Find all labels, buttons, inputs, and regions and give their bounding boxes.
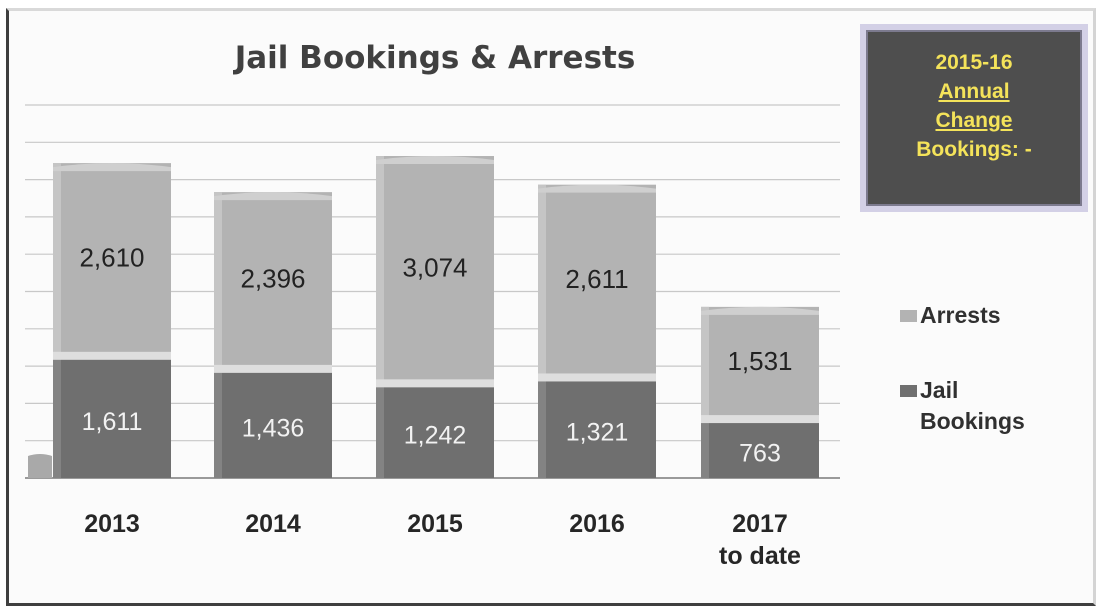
value-label-arrests-3: 2,611	[565, 264, 628, 294]
bar-arrests-edge-2	[376, 156, 384, 385]
legend-label-arrests: Arrests	[920, 300, 1001, 331]
bar-arrests-edge-3	[538, 185, 546, 380]
legend: Arrests Jail Bookings	[900, 300, 1090, 481]
annual-change-callout: 2015-16 Annual Change Bookings: -	[860, 24, 1088, 212]
bar-arrests-edge-1	[214, 192, 222, 371]
bar-arrests-edge-0	[53, 163, 61, 358]
bar-divider-3	[538, 373, 656, 381]
bar-jail-bookings-edge-0	[53, 358, 61, 478]
x-tick-label-2: 2015	[365, 508, 505, 540]
value-label-arrests-1: 2,396	[240, 264, 305, 294]
value-label-jail-bookings-4: 763	[739, 440, 781, 468]
value-label-jail-bookings-3: 1,321	[566, 419, 629, 447]
callout-change: Change	[935, 106, 1012, 135]
value-label-arrests-2: 3,074	[402, 253, 467, 283]
bar-divider-2	[376, 379, 494, 387]
value-label-jail-bookings-0: 1,611	[82, 408, 143, 436]
bar-divider-1	[214, 365, 332, 373]
callout-annual: Annual	[938, 77, 1009, 106]
bar-arrests-edge-4	[701, 307, 709, 421]
legend-item-arrests: Arrests	[900, 300, 1090, 331]
bar-jail-bookings-edge-2	[376, 385, 384, 478]
x-tick-label-3: 2016	[527, 508, 667, 540]
value-label-jail-bookings-1: 1,436	[242, 414, 305, 442]
legend-swatch-jail-bookings	[900, 385, 917, 397]
callout-box: 2015-16 Annual Change Bookings: -	[866, 30, 1082, 206]
x-tick-label-4: 2017 to date	[690, 508, 830, 572]
callout-bookings: Bookings: -	[916, 135, 1032, 164]
x-tick-label-1: 2014	[203, 508, 343, 540]
legend-label-jail-bookings: Jail Bookings	[920, 375, 1050, 437]
x-tick-label-0: 2013	[42, 508, 182, 540]
value-label-jail-bookings-2: 1,242	[404, 422, 467, 450]
value-label-arrests-0: 2,610	[79, 242, 144, 272]
bar-divider-4	[701, 415, 819, 423]
bar-jail-bookings-edge-4	[701, 421, 709, 478]
legend-swatch-arrests	[900, 310, 917, 322]
bar-divider-0	[53, 352, 171, 360]
callout-year-range: 2015-16	[935, 48, 1012, 77]
bar-jail-bookings-edge-3	[538, 379, 546, 478]
value-label-arrests-4: 1,531	[727, 346, 792, 376]
floor-shadow	[28, 454, 52, 478]
bar-jail-bookings-edge-1	[214, 371, 222, 478]
legend-item-jail-bookings: Jail Bookings	[900, 375, 1090, 437]
